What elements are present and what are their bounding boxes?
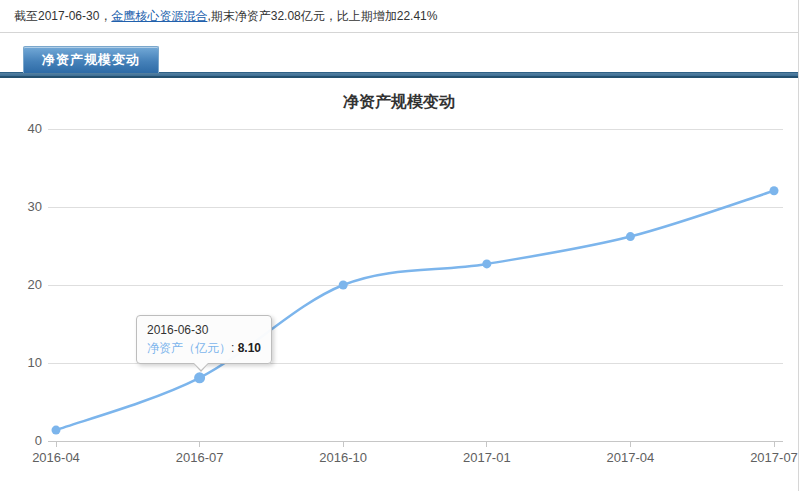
tab-label: 净资产规模变动 xyxy=(42,52,140,67)
axis-layer: 0 10 20 30 40 2016-04 2016-07 2016-10 2017-01 201… xyxy=(28,121,798,465)
y-axis-tick-label: 30 xyxy=(28,199,42,214)
grid-layer xyxy=(48,129,783,441)
data-point[interactable] xyxy=(770,186,779,195)
y-axis-tick-label: 0 xyxy=(35,433,42,448)
tooltip-series-label: 净资产（亿元） xyxy=(147,341,231,355)
fund-net-asset-page: 截至2017-06-30，金鹰核心资源混合,期末净资产32.08亿元，比上期增加… xyxy=(0,0,799,491)
tooltip-value: 8.10 xyxy=(238,341,261,355)
tab-net-asset-change[interactable]: 净资产规模变动 xyxy=(23,46,159,73)
x-axis-tick-label: 2016-10 xyxy=(319,450,367,465)
tooltip-arrow-fill xyxy=(193,362,209,370)
x-axis-tick-label: 2017-07 xyxy=(750,450,798,465)
tooltip: 2016-06-30 净资产（亿元）: 8.10 xyxy=(136,315,272,364)
y-axis-tick-label: 10 xyxy=(28,355,42,370)
tooltip-separator: : xyxy=(231,341,238,355)
data-point[interactable] xyxy=(194,372,205,383)
data-point[interactable] xyxy=(339,281,348,290)
series-layer xyxy=(52,186,779,434)
net-asset-series-line xyxy=(56,191,774,430)
data-point[interactable] xyxy=(482,259,491,268)
x-axis-tick-label: 2016-07 xyxy=(176,450,224,465)
y-axis-tick-label: 40 xyxy=(28,121,42,136)
x-axis-tick-label: 2017-01 xyxy=(463,450,511,465)
tooltip-value-line: 净资产（亿元）: 8.10 xyxy=(147,339,261,357)
x-axis-tick-label: 2016-04 xyxy=(32,450,80,465)
y-axis-tick-label: 20 xyxy=(28,277,42,292)
tooltip-date: 2016-06-30 xyxy=(147,321,261,339)
data-point[interactable] xyxy=(626,232,635,241)
x-axis-tick-label: 2017-04 xyxy=(607,450,655,465)
data-point[interactable] xyxy=(52,426,61,435)
